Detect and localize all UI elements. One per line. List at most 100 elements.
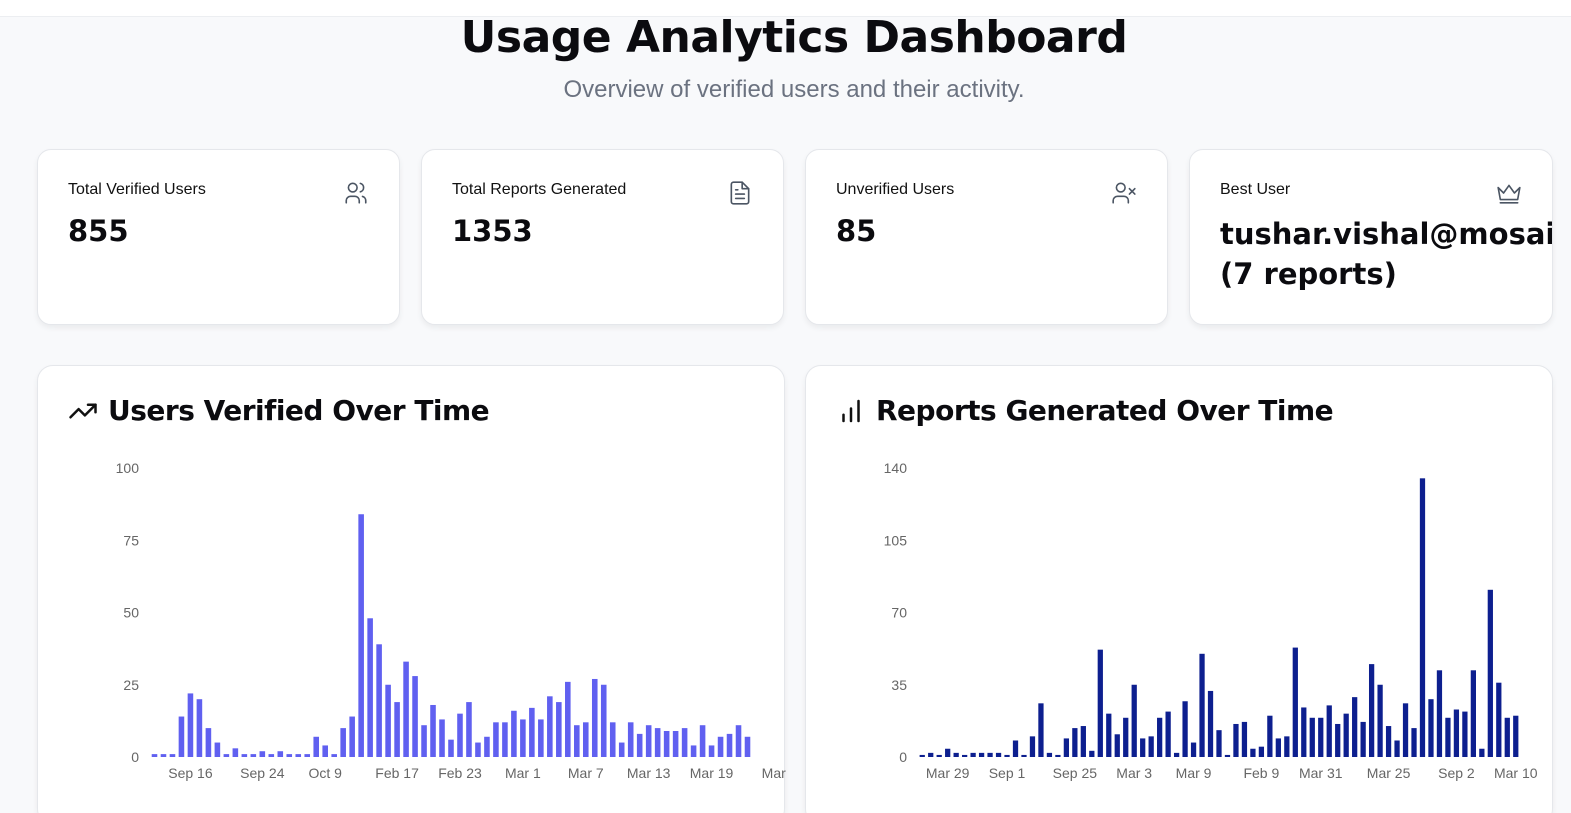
bar[interactable]	[187, 693, 194, 757]
bar[interactable]	[484, 736, 490, 757]
bar[interactable]	[1360, 721, 1366, 757]
bar[interactable]	[1343, 713, 1349, 757]
bar[interactable]	[699, 725, 706, 757]
bar[interactable]	[277, 751, 284, 757]
bar[interactable]	[358, 514, 364, 757]
bar[interactable]	[744, 736, 751, 757]
bar[interactable]	[654, 728, 661, 757]
bar[interactable]	[1173, 752, 1180, 757]
bar[interactable]	[160, 754, 167, 757]
bar[interactable]	[421, 725, 427, 757]
bar[interactable]	[945, 748, 951, 757]
bar[interactable]	[600, 684, 607, 757]
bar[interactable]	[1012, 740, 1019, 757]
bar[interactable]	[520, 719, 526, 757]
bar[interactable]	[953, 752, 959, 757]
bar[interactable]	[1250, 748, 1256, 757]
bar[interactable]	[1224, 754, 1231, 757]
bar[interactable]	[681, 728, 688, 757]
bar[interactable]	[493, 722, 499, 757]
bar[interactable]	[928, 752, 934, 757]
bar[interactable]	[1292, 647, 1298, 757]
bar[interactable]	[1352, 697, 1358, 757]
bar[interactable]	[1055, 754, 1061, 757]
bar[interactable]	[1462, 711, 1468, 757]
bar[interactable]	[1089, 750, 1095, 757]
bar[interactable]	[1258, 746, 1265, 757]
bar[interactable]	[1368, 664, 1375, 757]
bar[interactable]	[304, 754, 311, 757]
bar[interactable]	[1241, 721, 1248, 757]
bar[interactable]	[1326, 705, 1332, 757]
bar[interactable]	[1411, 728, 1417, 757]
bar[interactable]	[412, 676, 418, 757]
bar[interactable]	[385, 684, 391, 757]
bar[interactable]	[223, 754, 230, 757]
bar[interactable]	[1216, 730, 1222, 757]
bar[interactable]	[502, 722, 508, 757]
bar[interactable]	[690, 745, 697, 757]
bar[interactable]	[708, 745, 715, 757]
bar[interactable]	[1496, 682, 1502, 757]
bar[interactable]	[618, 742, 625, 757]
bar[interactable]	[609, 722, 616, 757]
bar[interactable]	[995, 752, 1002, 757]
bar[interactable]	[645, 725, 652, 757]
bar[interactable]	[340, 728, 346, 757]
bar[interactable]	[331, 754, 337, 757]
bar[interactable]	[1157, 717, 1163, 757]
bar[interactable]	[1267, 715, 1273, 757]
bar[interactable]	[367, 618, 373, 757]
bar[interactable]	[241, 754, 248, 757]
bar[interactable]	[1131, 684, 1137, 757]
bar[interactable]	[1385, 726, 1392, 757]
bar[interactable]	[1284, 736, 1290, 757]
bar[interactable]	[1487, 589, 1493, 757]
bar[interactable]	[1504, 717, 1510, 757]
bar[interactable]	[1004, 754, 1010, 757]
bar[interactable]	[475, 742, 481, 757]
bar[interactable]	[970, 752, 976, 757]
bar[interactable]	[295, 754, 302, 757]
bar[interactable]	[349, 716, 355, 757]
bar[interactable]	[1190, 742, 1197, 757]
bar[interactable]	[1301, 707, 1307, 757]
bar[interactable]	[936, 754, 942, 757]
bar[interactable]	[627, 722, 634, 757]
bar[interactable]	[511, 710, 517, 757]
bar[interactable]	[1038, 703, 1044, 757]
bar[interactable]	[574, 725, 580, 757]
bar[interactable]	[1436, 670, 1443, 757]
bar[interactable]	[394, 702, 400, 757]
bar[interactable]	[672, 730, 679, 757]
bar[interactable]	[1097, 649, 1103, 757]
bar[interactable]	[538, 719, 544, 757]
bar[interactable]	[582, 722, 589, 757]
bar[interactable]	[717, 736, 724, 757]
bar[interactable]	[178, 716, 185, 757]
bar[interactable]	[205, 728, 212, 757]
bar[interactable]	[1479, 748, 1485, 757]
bar[interactable]	[1123, 717, 1129, 757]
bar[interactable]	[1106, 713, 1112, 757]
bar[interactable]	[196, 699, 203, 757]
bar[interactable]	[1148, 736, 1154, 757]
bar[interactable]	[1428, 699, 1434, 757]
bar[interactable]	[1140, 738, 1146, 757]
bar[interactable]	[1377, 684, 1383, 757]
bar[interactable]	[259, 751, 266, 757]
bar[interactable]	[1029, 736, 1036, 757]
bar[interactable]	[1165, 711, 1171, 757]
bar[interactable]	[547, 696, 553, 757]
bar[interactable]	[1233, 723, 1239, 757]
bar[interactable]	[466, 702, 472, 757]
bar[interactable]	[448, 739, 454, 757]
bar[interactable]	[376, 644, 382, 757]
bar[interactable]	[250, 754, 257, 757]
bar[interactable]	[151, 754, 158, 757]
bar[interactable]	[1318, 717, 1324, 757]
bar[interactable]	[214, 742, 221, 757]
bar[interactable]	[1080, 726, 1086, 757]
bar[interactable]	[529, 707, 535, 757]
bar[interactable]	[1402, 703, 1409, 757]
